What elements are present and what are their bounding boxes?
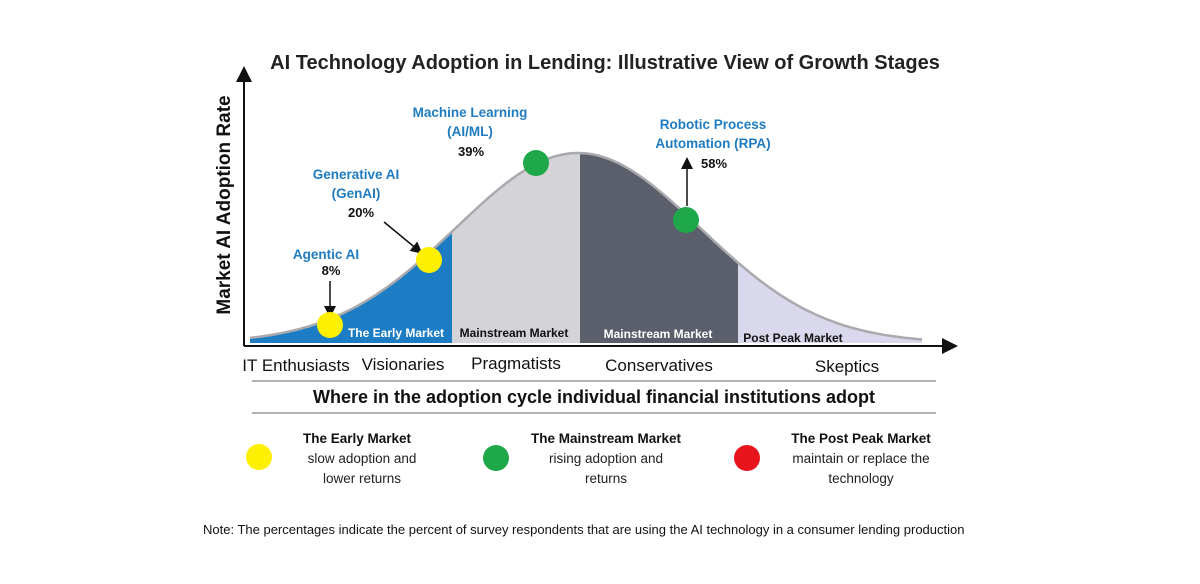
legend-early-desc-line1: slow adoption and — [308, 451, 417, 466]
legend-mainstream-title: The Mainstream Market — [531, 431, 682, 446]
agentic-ai-marker — [317, 312, 343, 338]
genai-arrow — [383, 221, 423, 254]
region-label-post-peak: Post Peak Market — [743, 331, 842, 345]
legend-post-peak-desc-line2: technology — [828, 471, 894, 486]
legend-early-marker — [246, 444, 272, 470]
genai-marker — [416, 247, 442, 273]
rpa-marker — [673, 207, 699, 233]
segment-skeptics: Skeptics — [815, 357, 879, 376]
legend: The Early Market slow adoption and lower… — [246, 431, 931, 486]
legend-post-peak-title: The Post Peak Market — [791, 431, 931, 446]
genai-value: 20% — [348, 205, 374, 220]
rpa-label-line2: Automation (RPA) — [655, 136, 770, 151]
legend-post-peak-marker — [734, 445, 760, 471]
legend-mainstream-marker — [483, 445, 509, 471]
region-label-mainstream-1: Mainstream Market — [460, 326, 569, 340]
segment-it-enthusiasts: IT Enthusiasts — [242, 356, 349, 375]
legend-post-peak-desc-line1: maintain or replace the — [792, 451, 929, 466]
post-peak-market-region — [738, 153, 922, 343]
early-market-region — [250, 153, 452, 343]
legend-mainstream-desc-line2: returns — [585, 471, 627, 486]
y-axis-label: Market AI Adoption Rate — [214, 95, 235, 314]
segment-pragmatists: Pragmatists — [471, 354, 561, 373]
region-label-early: The Early Market — [348, 326, 444, 340]
rpa-value: 58% — [701, 156, 727, 171]
agentic-ai-label: Agentic AI — [293, 247, 359, 262]
legend-early-title: The Early Market — [303, 431, 412, 446]
diagram-title: AI Technology Adoption in Lending: Illus… — [270, 52, 940, 74]
adoption-subtitle: Where in the adoption cycle individual f… — [313, 387, 875, 407]
genai-label-line1: Generative AI — [313, 167, 400, 182]
ml-label-line2: (AI/ML) — [447, 124, 493, 139]
agentic-ai-value: 8% — [322, 263, 341, 278]
ml-label-line1: Machine Learning — [413, 105, 528, 120]
footnote: Note: The percentages indicate the perce… — [203, 522, 964, 537]
ml-value: 39% — [458, 144, 484, 159]
segment-conservatives: Conservatives — [605, 356, 713, 375]
curve-regions — [250, 153, 922, 343]
adoption-curve — [249, 151, 923, 341]
legend-mainstream-desc-line1: rising adoption and — [549, 451, 663, 466]
ml-marker — [523, 150, 549, 176]
legend-early-desc-line2: lower returns — [323, 471, 401, 486]
region-label-mainstream-2: Mainstream Market — [604, 327, 713, 341]
genai-label-line2: (GenAI) — [332, 186, 381, 201]
segment-visionaries: Visionaries — [362, 355, 445, 374]
rpa-label-line1: Robotic Process — [660, 117, 767, 132]
